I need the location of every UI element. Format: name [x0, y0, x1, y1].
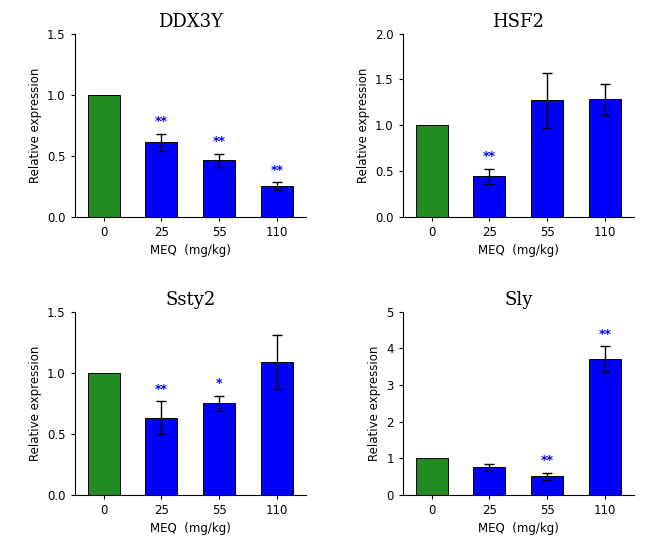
- Text: **: **: [541, 454, 554, 467]
- Y-axis label: Relative expression: Relative expression: [29, 345, 42, 461]
- Bar: [531, 476, 563, 495]
- Bar: [203, 160, 235, 216]
- X-axis label: MEQ  (mg/kg): MEQ (mg/kg): [150, 244, 231, 257]
- Text: **: **: [155, 383, 168, 396]
- Bar: [88, 373, 120, 495]
- Bar: [473, 176, 505, 216]
- Text: **: **: [155, 115, 168, 128]
- Bar: [261, 362, 292, 495]
- Text: **: **: [483, 150, 496, 163]
- Bar: [416, 125, 447, 216]
- Bar: [146, 142, 177, 216]
- Text: **: **: [213, 135, 226, 148]
- Text: *: *: [216, 377, 222, 390]
- X-axis label: MEQ  (mg/kg): MEQ (mg/kg): [478, 522, 559, 536]
- Title: Ssty2: Ssty2: [165, 291, 215, 309]
- Title: Sly: Sly: [504, 291, 532, 309]
- Title: HSF2: HSF2: [492, 13, 544, 31]
- Bar: [146, 418, 177, 495]
- Y-axis label: Relative expression: Relative expression: [29, 67, 42, 183]
- Title: DDX3Y: DDX3Y: [158, 13, 223, 31]
- Bar: [88, 94, 120, 216]
- Bar: [261, 186, 292, 216]
- X-axis label: MEQ  (mg/kg): MEQ (mg/kg): [478, 244, 559, 257]
- Text: **: **: [270, 164, 283, 177]
- Y-axis label: Relative expression: Relative expression: [368, 345, 381, 461]
- Text: **: **: [599, 328, 612, 341]
- Y-axis label: Relative expression: Relative expression: [357, 67, 370, 183]
- Bar: [416, 458, 447, 495]
- Bar: [203, 403, 235, 495]
- X-axis label: MEQ  (mg/kg): MEQ (mg/kg): [150, 522, 231, 536]
- Bar: [473, 467, 505, 495]
- Bar: [589, 100, 621, 216]
- Bar: [589, 359, 621, 495]
- Bar: [531, 100, 563, 216]
